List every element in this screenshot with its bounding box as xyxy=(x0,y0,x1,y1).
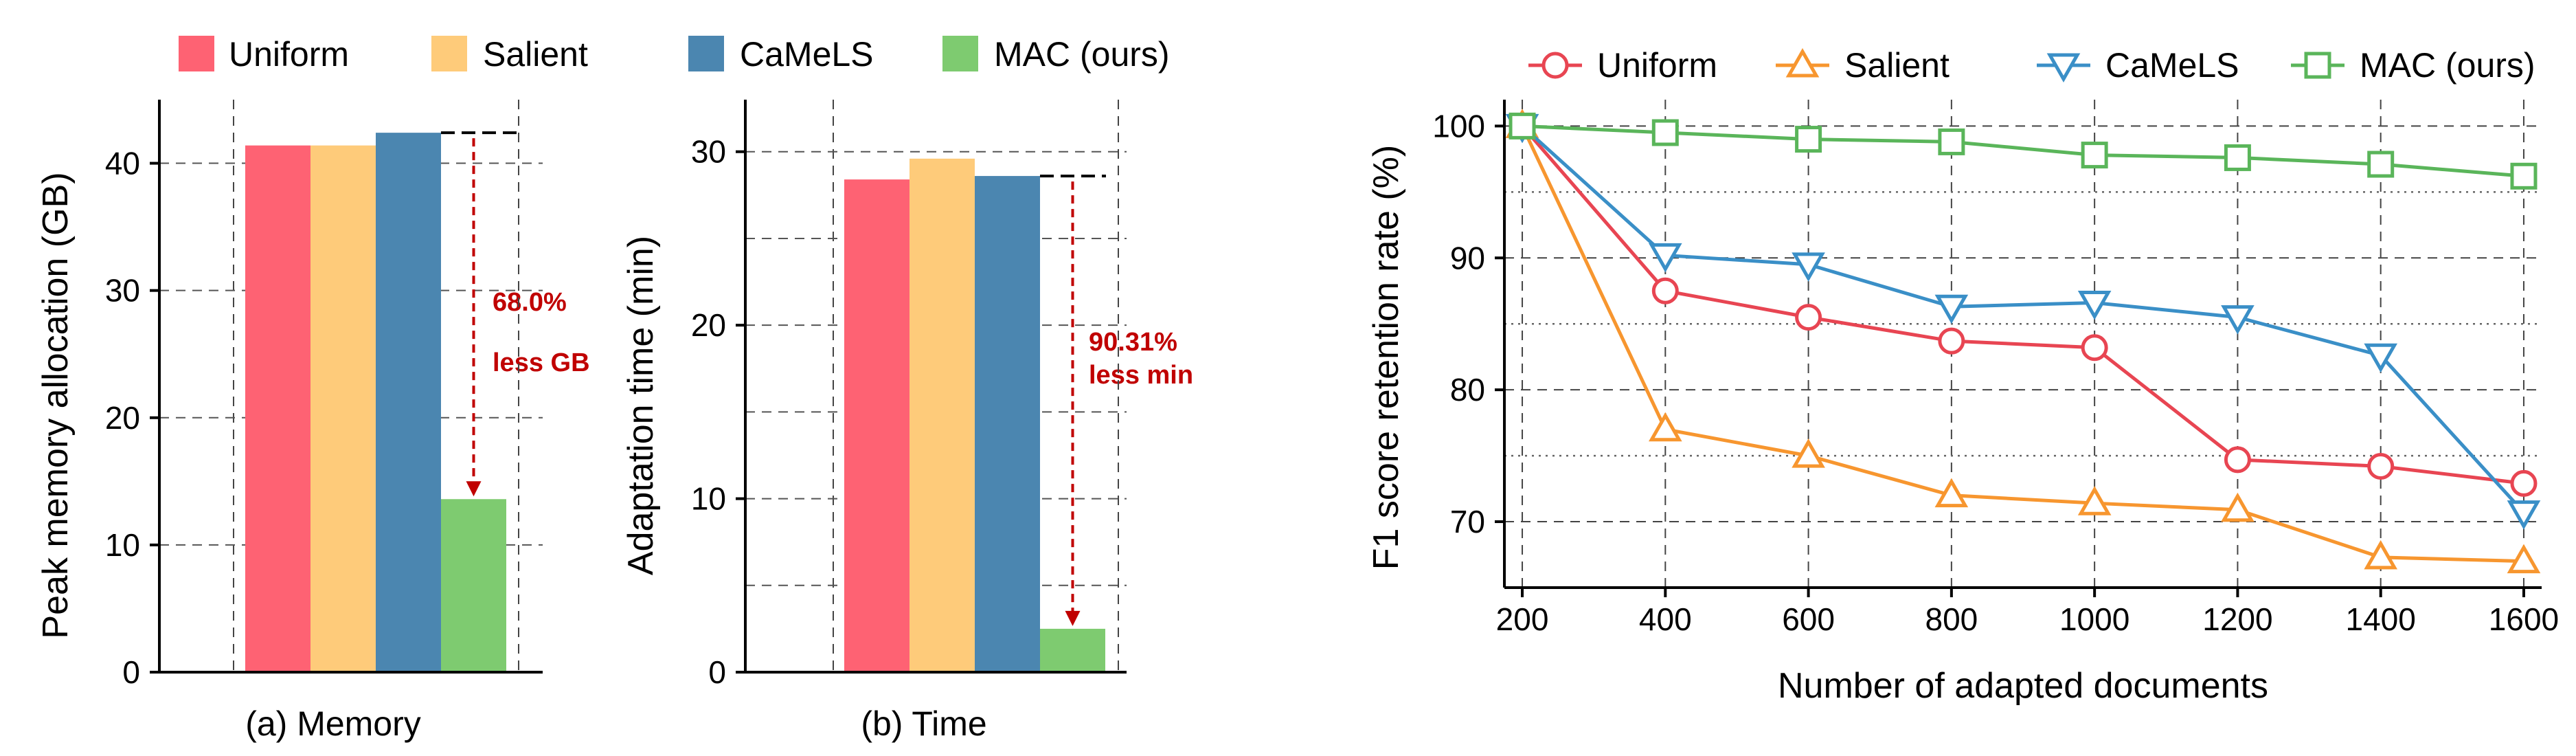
point-uniform xyxy=(2510,469,2538,497)
y-tick-label: 20 xyxy=(105,400,140,436)
legend-marker-uniform xyxy=(1541,52,1569,79)
point-salient xyxy=(1649,412,1682,442)
x-tick-label: 200 xyxy=(1496,601,1549,637)
bar-uniform xyxy=(844,179,909,673)
legend-label-mac-ours: MAC (ours) xyxy=(2360,46,2535,85)
legend-label-mac: MAC (ours) xyxy=(994,35,1170,74)
legend-label-camels: CaMeLS xyxy=(740,35,874,74)
point-mac-ours xyxy=(1651,119,1679,146)
xlabel-line: Number of adapted documents xyxy=(1778,666,2268,706)
point-salient xyxy=(2507,544,2541,574)
point-salient xyxy=(2077,486,2112,515)
y-tick-label: 40 xyxy=(105,146,140,181)
series-line-salient xyxy=(1520,125,2524,564)
bar-salient xyxy=(909,158,975,673)
x-tick-label: 1600 xyxy=(2489,601,2559,637)
legend-marker-salient xyxy=(1785,47,1820,78)
bar-salient xyxy=(310,145,376,672)
y-tick-label: 0 xyxy=(122,654,140,690)
bar-mac-ours xyxy=(1040,628,1105,672)
point-uniform xyxy=(2081,334,2108,362)
y-tick-label: 30 xyxy=(691,134,726,170)
point-camels xyxy=(2221,305,2255,335)
annotation-memory-line2: less GB xyxy=(493,348,590,377)
legend-label-uniform: Uniform xyxy=(229,35,349,74)
ylabel-line: F1 score retention rate (%) xyxy=(1366,145,1406,570)
bar-mac-ours xyxy=(441,499,506,672)
point-mac-ours xyxy=(2367,151,2395,178)
y-tick-label: 20 xyxy=(691,307,726,343)
caption-time: (b) Time xyxy=(861,704,986,743)
point-camels xyxy=(2364,343,2397,373)
y-tick-label: 30 xyxy=(105,273,140,309)
point-uniform xyxy=(2367,452,2395,480)
legend-marker-mac-ours xyxy=(2304,52,2331,79)
x-tick-label: 1200 xyxy=(2202,601,2272,637)
y-tick-label: 80 xyxy=(1450,372,1485,408)
legend-label-salient: Salient xyxy=(1844,46,1950,85)
y-tick-label: 10 xyxy=(691,481,726,517)
legend-swatch-salient xyxy=(431,36,467,71)
legend-label-uniform: Uniform xyxy=(1597,46,1717,85)
y-tick-label: 10 xyxy=(105,527,140,563)
point-camels xyxy=(1792,252,1825,282)
bar-camels xyxy=(376,133,441,672)
y-tick-label: 0 xyxy=(708,654,726,690)
point-salient xyxy=(1792,438,1825,468)
x-tick-label: 400 xyxy=(1639,601,1692,637)
point-salient xyxy=(1934,478,1969,508)
point-camels xyxy=(1649,243,1682,273)
annotation-time-line2: less min xyxy=(1089,361,1193,390)
y-tick-label: 100 xyxy=(1432,108,1485,144)
legend-swatch-mac xyxy=(942,36,978,71)
bar-camels xyxy=(975,176,1040,673)
legend-swatch-camels xyxy=(688,36,724,71)
legend-swatch-uniform xyxy=(179,36,214,71)
series-line-uniform xyxy=(1521,124,2524,485)
y-tick-label: 70 xyxy=(1450,504,1485,540)
bar-uniform xyxy=(245,145,310,672)
point-uniform xyxy=(1651,277,1679,304)
point-mac-ours xyxy=(1509,112,1536,140)
annotation-time-line1: 90.31% xyxy=(1089,328,1177,357)
point-uniform xyxy=(1938,327,1965,355)
point-salient xyxy=(2364,540,2397,570)
point-mac-ours xyxy=(1938,128,1965,155)
point-uniform xyxy=(2224,446,2251,474)
legend-left: Uniform Salient CaMeLS MAC (ours) xyxy=(179,35,1170,74)
x-tick-label: 600 xyxy=(1782,601,1835,637)
x-tick-label: 1400 xyxy=(2346,601,2416,637)
point-camels xyxy=(1934,294,1969,324)
series-line-mac-ours xyxy=(1522,124,2524,178)
caption-memory: (a) Memory xyxy=(245,704,421,743)
x-tick-label: 800 xyxy=(1925,601,1978,637)
reduction-arrowhead xyxy=(1065,610,1081,626)
annotation-memory-line1: 68.0% xyxy=(493,288,567,317)
point-salient xyxy=(2221,492,2255,522)
series-line-camels xyxy=(1521,124,2525,514)
point-camels xyxy=(2077,291,2112,320)
point-mac-ours xyxy=(2510,162,2538,190)
point-camels xyxy=(2507,500,2541,530)
legend-label-camels: CaMeLS xyxy=(2105,46,2239,85)
point-uniform xyxy=(1795,304,1822,331)
reduction-arrowhead xyxy=(466,481,482,497)
point-mac-ours xyxy=(2081,142,2108,169)
point-mac-ours xyxy=(2224,144,2251,171)
legend-label-salient: Salient xyxy=(483,35,588,74)
legend-marker-camels xyxy=(2046,53,2081,83)
point-mac-ours xyxy=(1795,126,1822,153)
y-tick-label: 90 xyxy=(1450,240,1485,276)
x-tick-label: 1000 xyxy=(2059,601,2129,637)
ylabel-memory: Peak memory allocation (GB) xyxy=(36,172,76,638)
ylabel-time: Adaptation time (min) xyxy=(621,236,661,575)
